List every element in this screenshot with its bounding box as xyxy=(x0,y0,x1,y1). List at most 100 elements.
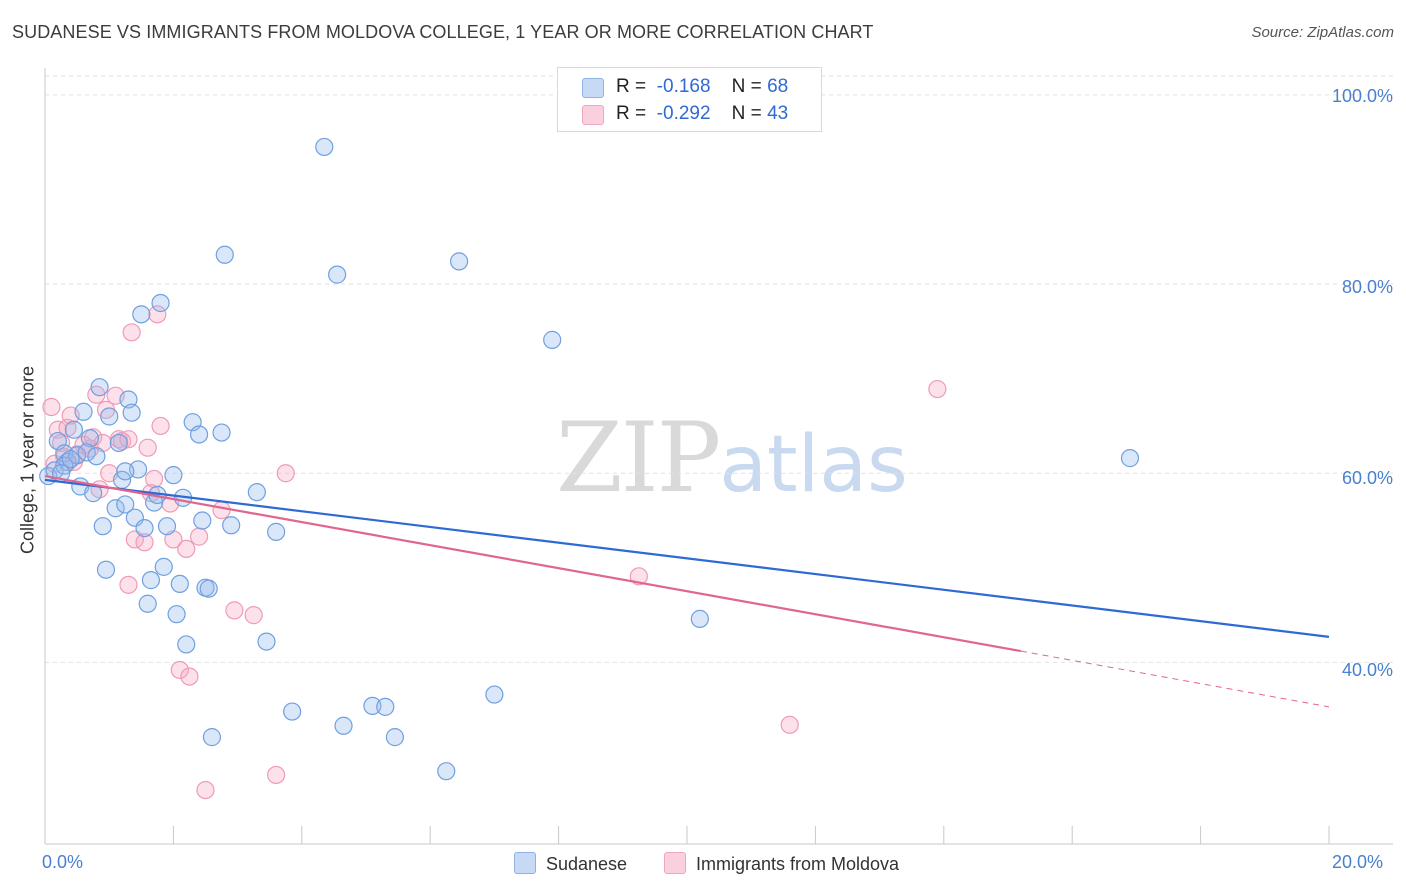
source-label: Source: ZipAtlas.com xyxy=(1251,24,1394,41)
x-tick-label: 20.0% xyxy=(1332,852,1384,872)
x-tick-label: 0.0% xyxy=(42,852,84,872)
sudanese-trend-line xyxy=(44,478,1330,638)
moldova-point xyxy=(189,527,209,546)
legend-n-value: 43 xyxy=(767,103,789,124)
moldova-point xyxy=(196,780,215,800)
sudanese-point xyxy=(257,632,276,651)
sudanese-point xyxy=(363,696,382,716)
sudanese-point xyxy=(90,378,109,397)
moldova-point xyxy=(122,323,141,342)
moldova-point xyxy=(119,575,138,594)
data-points xyxy=(39,137,1140,800)
moldova-point xyxy=(170,660,189,680)
moldova-point xyxy=(151,416,170,436)
legend-n-label: N = xyxy=(731,76,762,97)
sudanese-point xyxy=(167,605,186,624)
sudanese-point xyxy=(202,728,222,747)
moldova-point xyxy=(177,539,196,559)
sudanese-point xyxy=(116,462,135,481)
sudanese-point xyxy=(157,517,177,536)
legend-r-label: R = xyxy=(616,103,647,124)
sudanese-swatch xyxy=(582,78,604,98)
y-tick-label: 100.0% xyxy=(1331,86,1393,106)
sudanese-point xyxy=(64,420,83,439)
sudanese-point xyxy=(151,293,170,313)
sudanese-point xyxy=(334,716,353,735)
legend-r-value: -0.292 xyxy=(656,103,711,124)
sudanese-point xyxy=(222,516,241,535)
sudanese-point xyxy=(138,594,157,613)
sudanese-point xyxy=(1120,449,1140,468)
sudanese-point xyxy=(93,517,112,536)
gridlines xyxy=(45,75,1393,663)
sudanese-point xyxy=(100,407,119,426)
moldova-point xyxy=(276,464,295,483)
moldova-point xyxy=(928,379,947,399)
moldova-point xyxy=(135,533,154,552)
moldova-swatch xyxy=(664,852,686,874)
sudanese-point xyxy=(106,499,125,518)
moldova-point xyxy=(212,501,231,520)
moldova-point xyxy=(180,667,199,686)
sudanese-point xyxy=(315,137,334,157)
sudanese-point xyxy=(385,728,404,747)
legend-r-value: -0.168 xyxy=(656,76,711,97)
sudanese-point xyxy=(87,447,106,466)
correlation-legend: R = -0.168 N = 68 R = -0.292 N = 43 xyxy=(557,67,822,132)
sudanese-point xyxy=(96,560,116,579)
y-tick-label: 80.0% xyxy=(1341,277,1393,297)
sudanese-point xyxy=(437,762,456,781)
moldova-point xyxy=(148,305,167,324)
sudanese-point xyxy=(189,425,209,444)
legend-n-value: 68 xyxy=(767,76,789,97)
moldova-point xyxy=(267,765,286,785)
sudanese-point xyxy=(247,483,266,502)
moldova-point xyxy=(51,433,71,453)
sudanese-point xyxy=(376,697,395,716)
moldova-point xyxy=(112,431,132,451)
watermark: ZIPatlas xyxy=(556,402,908,514)
moldova-swatch xyxy=(582,105,604,125)
sudanese-point xyxy=(154,557,173,576)
watermark-atlas: atlas xyxy=(719,420,908,510)
watermark-zip: ZIP xyxy=(556,402,721,514)
sudanese-point xyxy=(193,511,212,530)
sudanese-point xyxy=(267,522,286,541)
moldova-point xyxy=(780,715,799,734)
chart-title: SUDANESE VS IMMIGRANTS FROM MOLDOVA COLL… xyxy=(12,22,874,42)
sudanese-point xyxy=(74,402,93,421)
bottom-legend-sudanese: Sudanese xyxy=(514,852,627,875)
sudanese-point xyxy=(164,466,183,485)
bottom-legend-moldova: Immigrants from Moldova xyxy=(664,852,899,875)
sudanese-point xyxy=(449,252,469,271)
sudanese-point xyxy=(116,495,135,514)
sudanese-point xyxy=(543,330,562,349)
sudanese-point xyxy=(132,305,151,324)
bottom-legend-label: Immigrants from Moldova xyxy=(696,854,900,874)
sudanese-point xyxy=(109,433,128,453)
sudanese-point xyxy=(141,571,161,590)
moldova-trend-line xyxy=(44,474,1022,653)
sudanese-point xyxy=(77,443,96,462)
sudanese-point xyxy=(215,245,234,264)
trend-lines xyxy=(44,474,1330,708)
sudanese-point xyxy=(170,574,189,594)
sudanese-point xyxy=(690,609,709,628)
moldova-point xyxy=(145,469,164,489)
legend-n-label: N = xyxy=(731,103,762,124)
sudanese-point xyxy=(61,449,80,469)
sudanese-point xyxy=(122,403,141,422)
moldova-point xyxy=(119,430,138,449)
axes xyxy=(44,68,1393,845)
sudanese-point xyxy=(80,429,100,448)
sudanese-swatch xyxy=(514,852,536,874)
moldova-point xyxy=(138,438,157,457)
moldova-point xyxy=(244,606,263,625)
sudanese-point xyxy=(283,702,302,721)
sudanese-point xyxy=(212,423,231,442)
bottom-legend-label: Sudanese xyxy=(546,854,628,874)
y-axis-label: College, 1 year or more xyxy=(17,365,38,555)
moldova-trend-extension xyxy=(1020,650,1330,708)
y-tick-label: 40.0% xyxy=(1341,660,1393,680)
